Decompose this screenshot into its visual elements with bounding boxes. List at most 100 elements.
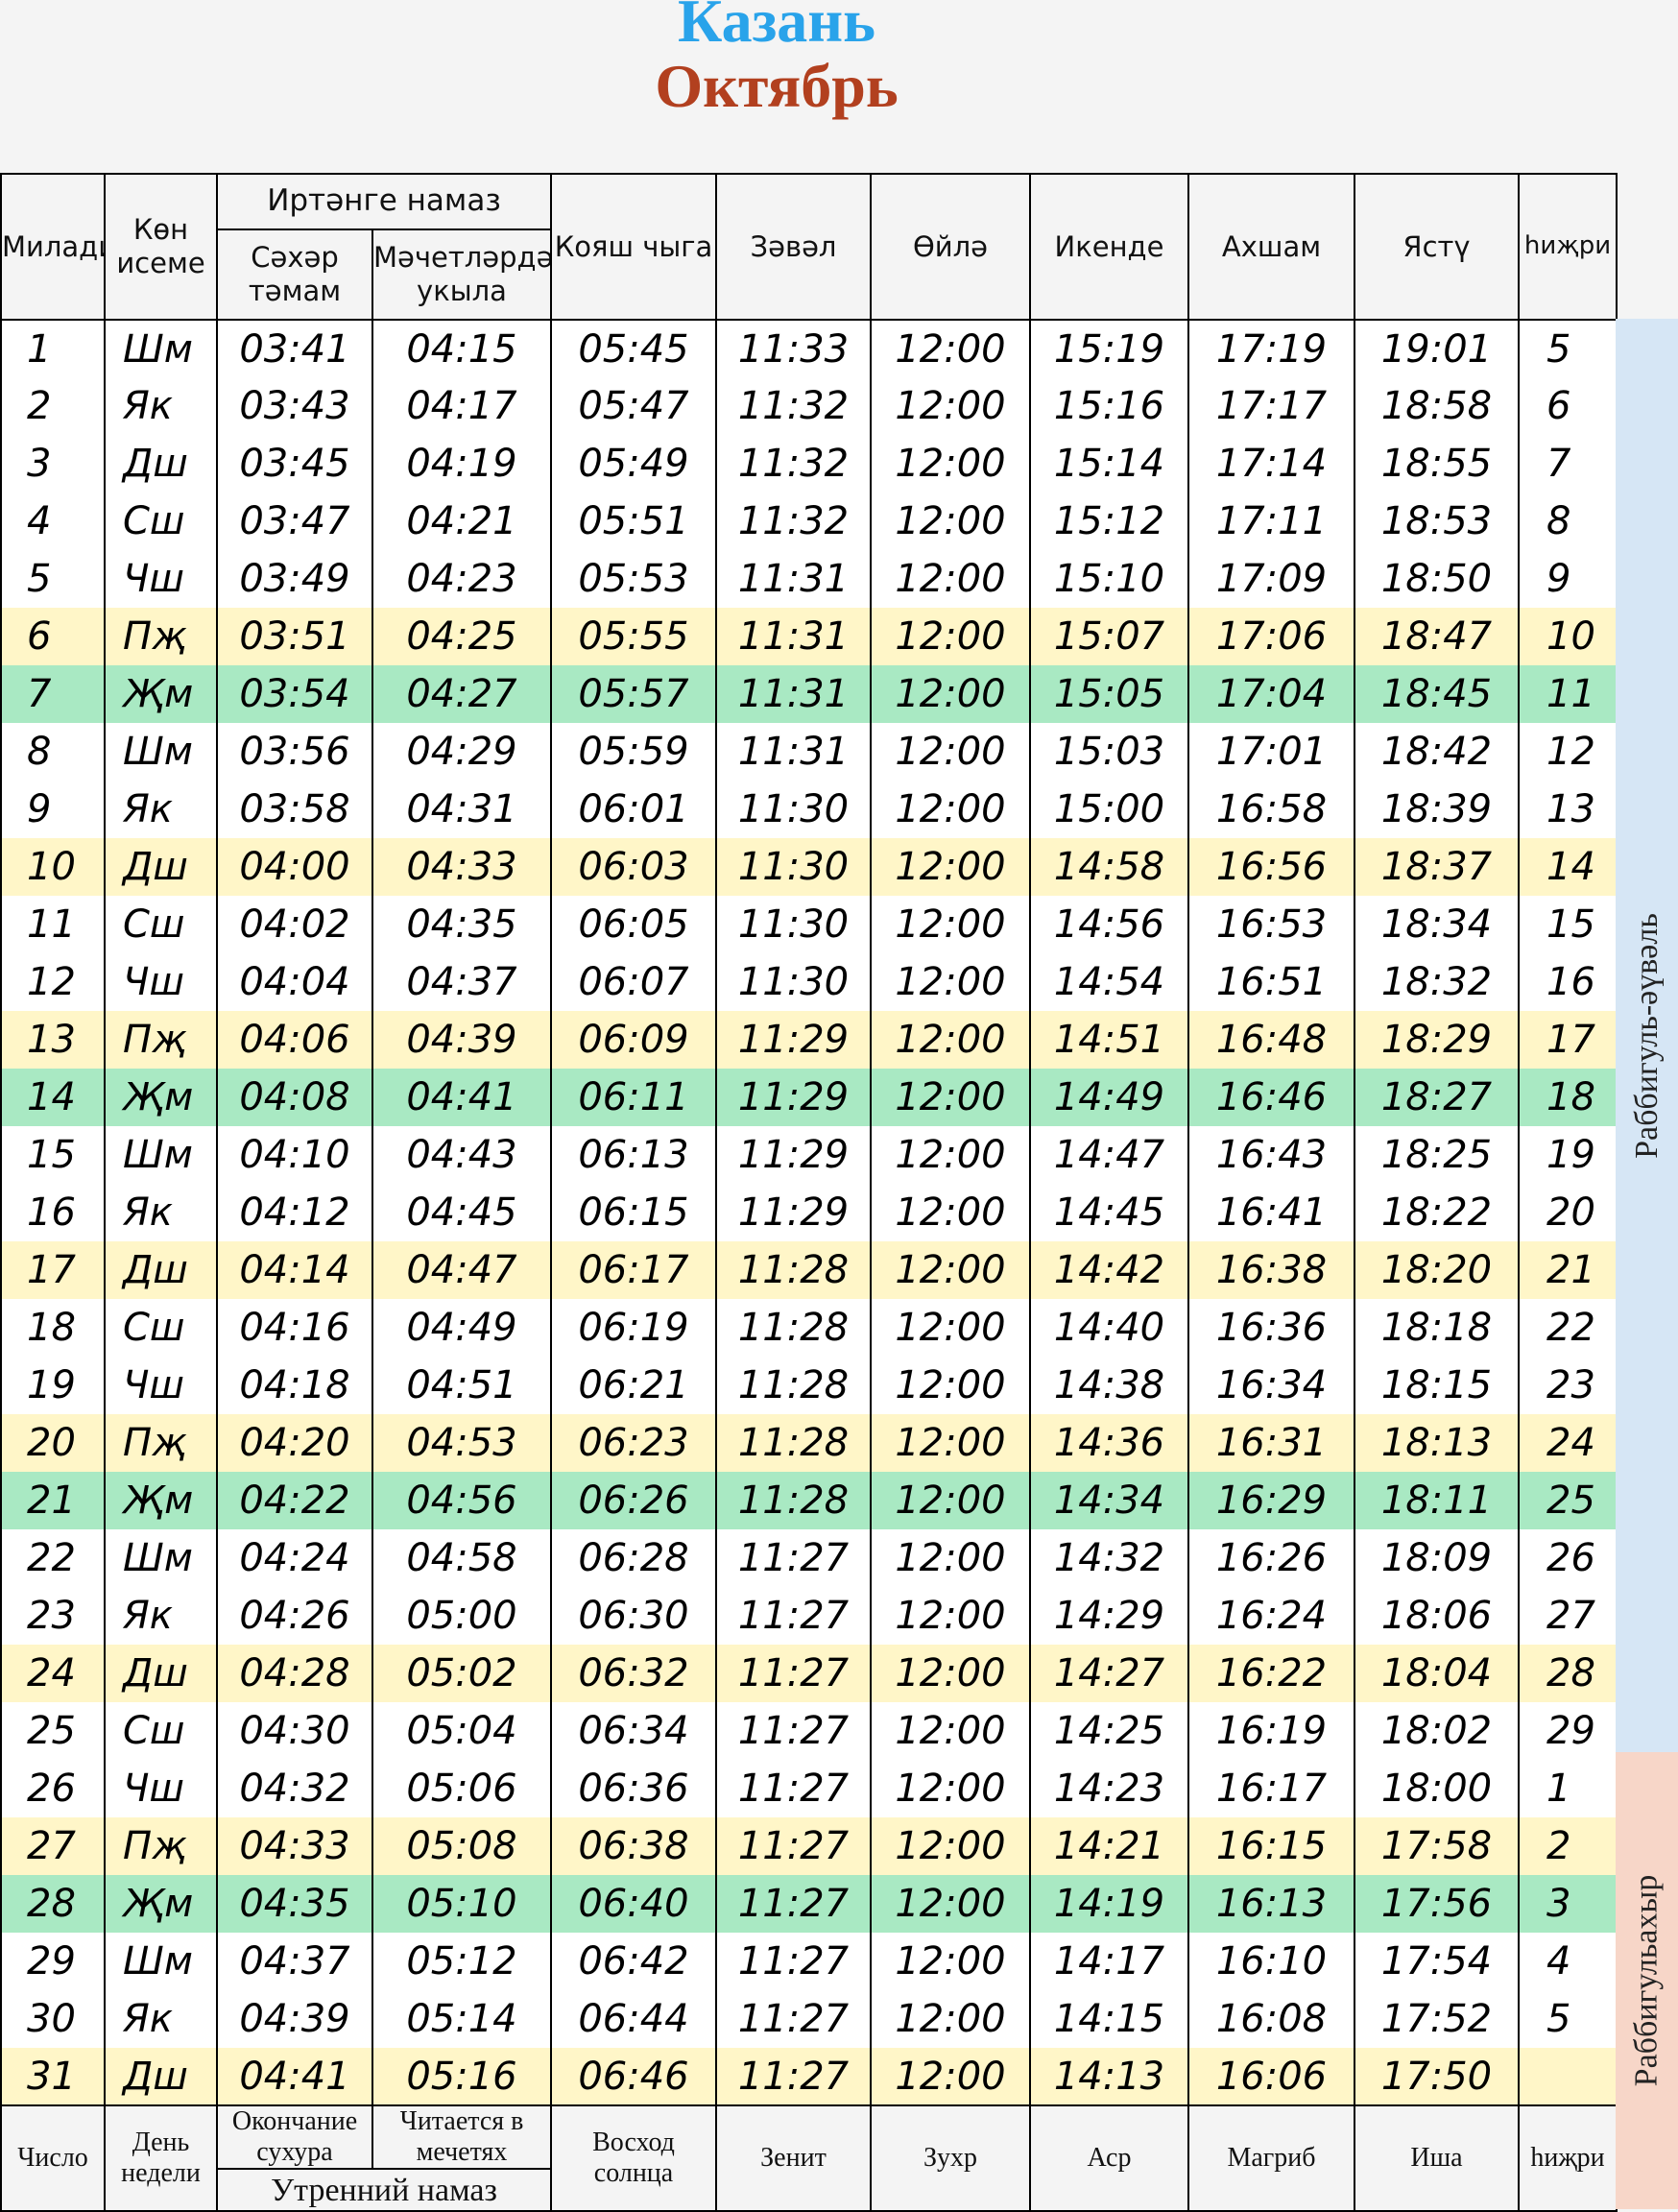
hijri-day: 29	[1518, 1702, 1618, 1760]
month-title: Октябрь	[655, 52, 899, 120]
mosque-time: 04:27	[372, 665, 552, 723]
table-row: 9 Як 03:58 04:31 06:01 11:30 12:00 15:00 16:58 18…	[0, 781, 1618, 838]
table-row: 15 Шм 04:10 04:43 06:13 11:29 12:00 14:47 16:43 1…	[0, 1126, 1618, 1184]
akhsham-time: 16:15	[1187, 1817, 1355, 1875]
oyla-time: 12:00	[870, 1241, 1031, 1299]
day-number: 1	[0, 320, 106, 377]
sunrise-time: 05:59	[550, 723, 717, 781]
yastu-time: 18:22	[1354, 1184, 1520, 1241]
oyla-time: 12:00	[870, 1357, 1031, 1414]
hijri-day: 20	[1518, 1184, 1618, 1241]
yastu-time: 18:39	[1354, 781, 1520, 838]
mosque-time: 04:39	[372, 1011, 552, 1069]
day-name: Җм	[104, 1069, 218, 1126]
oyla-time: 12:00	[870, 838, 1031, 896]
sunrise-time: 06:05	[550, 896, 717, 953]
zawal-time: 11:27	[715, 1875, 872, 1933]
akhsham-time: 17:14	[1187, 435, 1355, 493]
sunrise-time: 06:42	[550, 1933, 717, 1990]
table-footer: Число День недели Окончание сухура Читае…	[0, 2104, 1618, 2212]
yastu-time: 18:47	[1354, 608, 1520, 665]
hijri-day: 8	[1518, 493, 1618, 550]
hijri-month-band-1: Раббигуль-әүвәль	[1616, 319, 1678, 1752]
day-name: Пҗ	[104, 1011, 218, 1069]
footer-morning-group: Утренний намаз	[216, 2168, 552, 2212]
yastu-time: 18:29	[1354, 1011, 1520, 1069]
yastu-time: 18:15	[1354, 1357, 1520, 1414]
yastu-time: 19:01	[1354, 320, 1520, 377]
mosque-time: 04:19	[372, 435, 552, 493]
col-yastu: Ястү	[1354, 173, 1520, 321]
table-row: 20 Пҗ 04:20 04:53 06:23 11:28 12:00 14:36 16:31 1…	[0, 1414, 1618, 1472]
day-number: 7	[0, 665, 106, 723]
mosque-time: 05:02	[372, 1645, 552, 1702]
oyla-time: 12:00	[870, 665, 1031, 723]
mosque-time: 04:33	[372, 838, 552, 896]
sahar-time: 03:51	[216, 608, 373, 665]
ikende-time: 14:13	[1029, 2048, 1189, 2105]
oyla-time: 12:00	[870, 1011, 1031, 1069]
hijri-month-label-2: Раббигульахыр	[1628, 1874, 1665, 2087]
col-oyla: Өйлә	[870, 173, 1031, 321]
ikende-time: 15:19	[1029, 320, 1189, 377]
sahar-time: 04:10	[216, 1126, 373, 1184]
col-ikende: Икенде	[1029, 173, 1189, 321]
table-row: 24 Дш 04:28 05:02 06:32 11:27 12:00 14:27 16:22 1…	[0, 1645, 1618, 1702]
hijri-day: 9	[1518, 550, 1618, 608]
ikende-time: 14:34	[1029, 1472, 1189, 1529]
sunrise-time: 06:44	[550, 1990, 717, 2048]
sahar-time: 03:45	[216, 435, 373, 493]
mosque-time: 04:47	[372, 1241, 552, 1299]
zawal-time: 11:30	[715, 781, 872, 838]
sahar-time: 04:02	[216, 896, 373, 953]
day-name: Җм	[104, 1472, 218, 1529]
day-name: Шм	[104, 1529, 218, 1587]
mosque-time: 04:43	[372, 1126, 552, 1184]
table-row: 8 Шм 03:56 04:29 05:59 11:31 12:00 15:03 17:01 18…	[0, 723, 1618, 781]
ikende-time: 14:25	[1029, 1702, 1189, 1760]
ikende-time: 15:10	[1029, 550, 1189, 608]
mosque-time: 05:08	[372, 1817, 552, 1875]
day-number: 30	[0, 1990, 106, 2048]
ikende-time: 14:56	[1029, 896, 1189, 953]
yastu-time: 18:50	[1354, 550, 1520, 608]
hijri-day: 19	[1518, 1126, 1618, 1184]
ikende-time: 14:36	[1029, 1414, 1189, 1472]
mosque-time: 04:25	[372, 608, 552, 665]
hijri-day: 15	[1518, 896, 1618, 953]
zawal-time: 11:28	[715, 1357, 872, 1414]
sunrise-time: 06:23	[550, 1414, 717, 1472]
sahar-time: 03:47	[216, 493, 373, 550]
ikende-time: 14:17	[1029, 1933, 1189, 1990]
oyla-time: 12:00	[870, 1990, 1031, 2048]
footer-in-mosques: Читается в мечетях	[372, 2104, 552, 2171]
day-name: Дш	[104, 1645, 218, 1702]
oyla-time: 12:00	[870, 723, 1031, 781]
ikende-time: 15:07	[1029, 608, 1189, 665]
hijri-day: 7	[1518, 435, 1618, 493]
zawal-time: 11:27	[715, 1990, 872, 2048]
hijri-day: 10	[1518, 608, 1618, 665]
sahar-time: 03:41	[216, 320, 373, 377]
ikende-time: 14:42	[1029, 1241, 1189, 1299]
zawal-time: 11:30	[715, 838, 872, 896]
day-name: Сш	[104, 1702, 218, 1760]
yastu-time: 18:37	[1354, 838, 1520, 896]
zawal-time: 11:28	[715, 1414, 872, 1472]
oyla-time: 12:00	[870, 1760, 1031, 1817]
day-name: Дш	[104, 2048, 218, 2105]
ikende-time: 14:45	[1029, 1184, 1189, 1241]
col-akhsham: Ахшам	[1187, 173, 1355, 321]
zawal-time: 11:29	[715, 1126, 872, 1184]
sahar-time: 03:58	[216, 781, 373, 838]
hijri-day: 26	[1518, 1529, 1618, 1587]
yastu-time: 18:34	[1354, 896, 1520, 953]
sahar-time: 04:37	[216, 1933, 373, 1990]
hijri-day: 21	[1518, 1241, 1618, 1299]
mosque-time: 05:10	[372, 1875, 552, 1933]
oyla-time: 12:00	[870, 1414, 1031, 1472]
ikende-time: 14:15	[1029, 1990, 1189, 2048]
sunrise-time: 06:26	[550, 1472, 717, 1529]
day-name: Як	[104, 1587, 218, 1645]
yastu-time: 18:27	[1354, 1069, 1520, 1126]
